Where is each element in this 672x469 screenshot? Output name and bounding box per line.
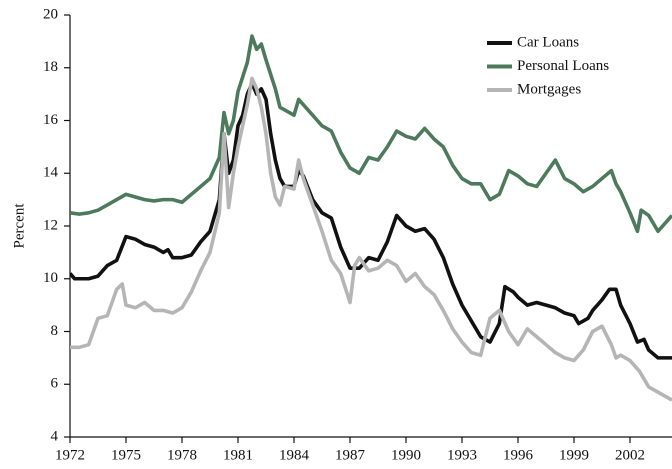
x-tick-label: 1993 [447, 447, 477, 463]
legend-label: Car Loans [517, 34, 579, 50]
x-tick-label: 2002 [615, 447, 645, 463]
x-tick-label: 1990 [391, 447, 421, 463]
y-tick-label: 18 [43, 59, 58, 75]
x-tick-label: 1972 [55, 447, 85, 463]
series-line [70, 81, 672, 360]
legend-label: Personal Loans [517, 58, 609, 74]
series-line [70, 76, 672, 402]
y-axis-label: Percent [11, 203, 27, 249]
y-tick-label: 12 [43, 217, 58, 233]
y-tick-label: 8 [51, 323, 59, 339]
y-tick-label: 10 [43, 270, 58, 286]
x-tick-label: 1987 [335, 447, 366, 463]
legend-label: Mortgages [517, 81, 581, 97]
x-tick-label: 1975 [111, 447, 141, 463]
x-tick-label: 1984 [279, 447, 310, 463]
plot-area [70, 34, 672, 402]
y-tick-label: 16 [43, 112, 59, 128]
y-tick-label: 4 [51, 428, 59, 444]
x-tick-label: 1996 [503, 447, 534, 463]
y-tick-label: 20 [43, 6, 58, 22]
x-tick-label: 1978 [167, 447, 197, 463]
series-line [70, 34, 672, 234]
y-tick-label: 14 [43, 165, 59, 181]
y-tick-label: 6 [51, 376, 59, 392]
x-tick-label: 1981 [223, 447, 253, 463]
x-tick-label: 1999 [559, 447, 589, 463]
